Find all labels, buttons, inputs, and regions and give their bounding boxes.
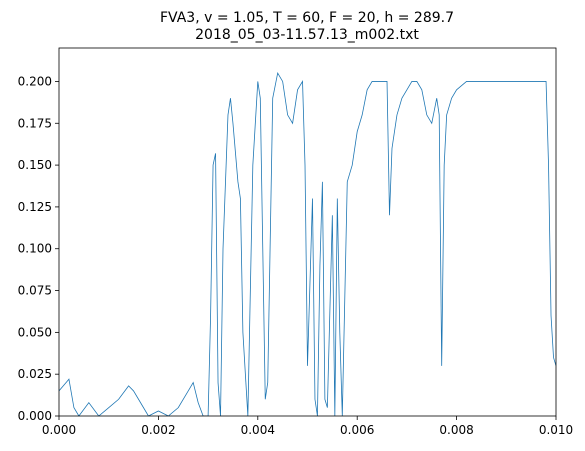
chart-subtitle: 2018_05_03-11.57.13_m002.txt <box>195 27 419 43</box>
y-tick-label: 0.150 <box>18 158 52 172</box>
y-tick-label: 0.000 <box>18 409 52 423</box>
y-tick-label: 0.125 <box>18 200 52 214</box>
x-tick-label: 0.002 <box>141 423 175 437</box>
x-tick-label: 0.000 <box>42 423 76 437</box>
y-tick-label: 0.175 <box>18 116 52 130</box>
x-tick-label: 0.006 <box>340 423 374 437</box>
x-tick-label: 0.008 <box>439 423 473 437</box>
data-line <box>59 71 556 416</box>
y-tick-label: 0.025 <box>18 367 52 381</box>
y-tick-label: 0.075 <box>18 284 52 298</box>
x-tick-label: 0.004 <box>241 423 275 437</box>
y-tick-label: 0.100 <box>18 242 52 256</box>
y-tick-label: 0.200 <box>18 74 52 88</box>
x-tick-label: 0.010 <box>539 423 573 437</box>
y-tick-label: 0.050 <box>18 325 52 339</box>
plot-frame <box>58 47 557 417</box>
chart-title: FVA3, v = 1.05, T = 60, F = 20, h = 289.… <box>160 10 454 26</box>
